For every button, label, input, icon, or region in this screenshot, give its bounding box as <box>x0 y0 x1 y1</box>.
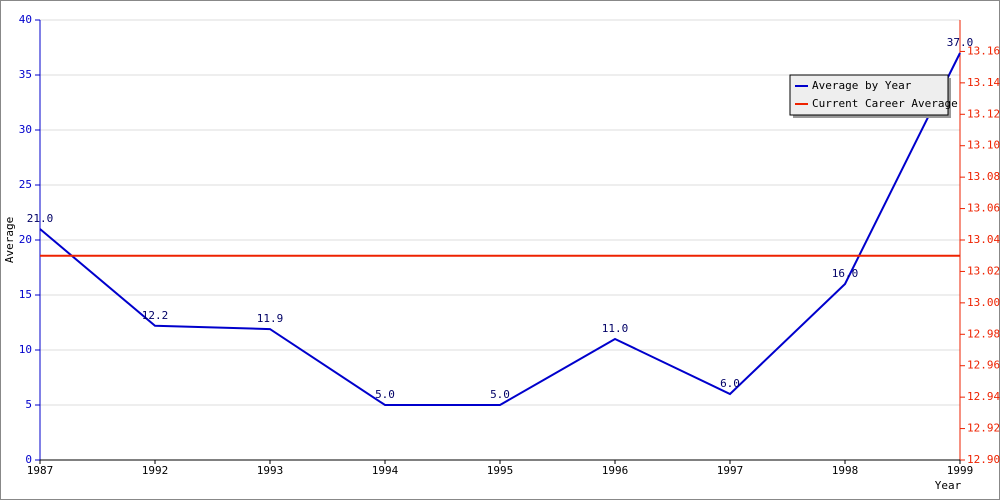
value-label: 11.9 <box>257 312 284 325</box>
legend-label: Current Career Average <box>812 97 958 110</box>
value-label: 21.0 <box>27 212 54 225</box>
x-tick-label: 1995 <box>487 464 514 477</box>
y-tick-label: 10 <box>19 343 32 356</box>
y2-tick-label: 13.04 <box>967 233 1000 246</box>
series-line <box>39 52 961 406</box>
y-tick-label: 30 <box>19 123 32 136</box>
x-tick-label: 1992 <box>142 464 169 477</box>
x-axis-label: Year <box>935 479 962 492</box>
y-tick-label: 5 <box>25 398 32 411</box>
y2-tick-label: 13.06 <box>967 202 1000 215</box>
legend-box <box>789 74 949 116</box>
y-tick-label: 20 <box>19 233 32 246</box>
value-label: 6.0 <box>720 377 740 390</box>
y-tick-label: 40 <box>19 13 32 26</box>
y2-tick-label: 13.08 <box>967 170 1000 183</box>
value-label: 16.0 <box>832 267 859 280</box>
x-tick-label: 1996 <box>602 464 629 477</box>
y-axis-label: Average <box>3 217 16 263</box>
y2-tick-label: 13.02 <box>967 264 1000 277</box>
y2-tick-label: 12.98 <box>967 327 1000 340</box>
x-tick-label: 1994 <box>372 464 399 477</box>
y2-tick-label: 13.14 <box>967 76 1000 89</box>
x-tick-label: 1993 <box>257 464 284 477</box>
y2-tick-label: 13.10 <box>967 139 1000 152</box>
value-label: 5.0 <box>490 388 510 401</box>
value-label: 5.0 <box>375 388 395 401</box>
y-tick-label: 25 <box>19 178 32 191</box>
y2-tick-label: 12.96 <box>967 359 1000 372</box>
y2-tick-label: 13.00 <box>967 296 1000 309</box>
y-tick-label: 35 <box>19 68 32 81</box>
x-tick-label: 1998 <box>832 464 859 477</box>
value-label: 11.0 <box>602 322 629 335</box>
x-tick-label: 1997 <box>717 464 744 477</box>
value-label: 37.0 <box>947 36 974 49</box>
y2-tick-label: 13.16 <box>967 44 1000 57</box>
y2-tick-label: 13.12 <box>967 107 1000 120</box>
x-tick-label: 1999 <box>947 464 974 477</box>
legend-label: Average by Year <box>812 79 912 92</box>
y2-tick-label: 12.92 <box>967 422 1000 435</box>
x-tick-label: 1987 <box>27 464 54 477</box>
y2-tick-label: 12.94 <box>967 390 1000 403</box>
value-label: 12.2 <box>142 309 169 322</box>
y-tick-label: 15 <box>19 288 32 301</box>
y-tick-label: 0 <box>25 453 32 466</box>
y2-tick-label: 12.90 <box>967 453 1000 466</box>
